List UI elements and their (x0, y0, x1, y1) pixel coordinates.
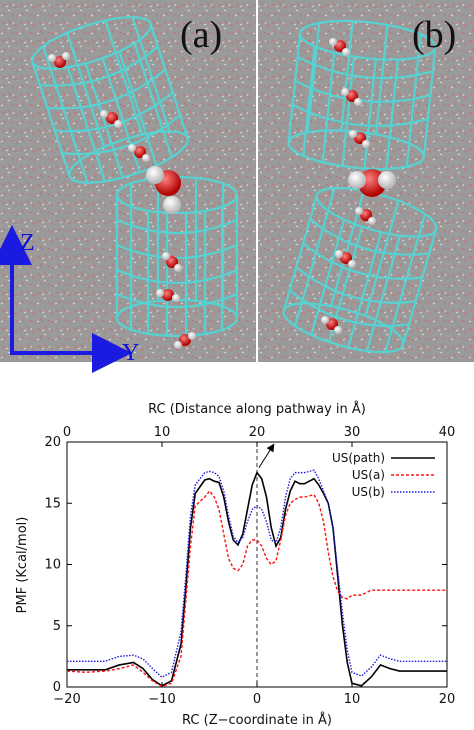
y-ticks: 0 5 10 15 20 (44, 435, 447, 695)
panel-a: (a) Z Y (0, 0, 256, 373)
y-tick-label: 20 (44, 435, 61, 450)
peak-arrow (258, 443, 275, 468)
z-axis-label: Z (20, 230, 35, 256)
y-tick-label: 15 (44, 496, 61, 511)
y-tick-label: 10 (44, 558, 61, 573)
panel-b: (b) (258, 0, 474, 362)
x-tick-label: 0 (253, 692, 261, 707)
channel-cage-upper (31, 15, 189, 185)
panel-a-label: (a) (180, 14, 222, 56)
x2-ticks: 0 10 20 30 40 (63, 425, 455, 447)
x2-tick-label: 0 (63, 425, 71, 440)
water-molecules-b (321, 38, 396, 334)
x-tick-label: 10 (344, 692, 361, 707)
x2-axis-title: RC (Distance along pathway in Å) (148, 401, 366, 417)
series-line-2 (66, 489, 447, 688)
x-axis-title: RC (Z−coordinate in Å) (182, 712, 332, 728)
legend-label: US(path) (332, 451, 385, 465)
series-line-1 (67, 471, 447, 687)
y-tick-label: 0 (53, 680, 61, 695)
legend-label: US(b) (352, 485, 385, 499)
channel-cage-lower-b (282, 186, 438, 354)
x-tick-label: −10 (148, 692, 175, 707)
y-axis-title: PMF (Kcal/mol) (15, 517, 30, 614)
x2-tick-label: 40 (439, 425, 456, 440)
x-tick-label: 20 (439, 692, 456, 707)
x2-tick-label: 10 (154, 425, 171, 440)
legend-label: US(a) (352, 468, 385, 482)
pmf-chart: 0 5 10 15 20 −20 −10 0 10 20 0 10 20 30 40 RC (Z−coo… (15, 401, 455, 728)
x2-tick-label: 30 (344, 425, 361, 440)
panel-b-label: (b) (412, 14, 456, 56)
x2-tick-label: 20 (249, 425, 266, 440)
series-lines (66, 469, 447, 688)
x-ticks: −20 −10 0 10 20 (53, 682, 455, 707)
y-tick-label: 5 (53, 619, 61, 634)
y-axis-label: Y (122, 340, 139, 366)
water-molecules-a (48, 52, 196, 349)
x-tick-label: −20 (53, 692, 80, 707)
legend: US(path) US(a) US(b) (332, 451, 435, 499)
